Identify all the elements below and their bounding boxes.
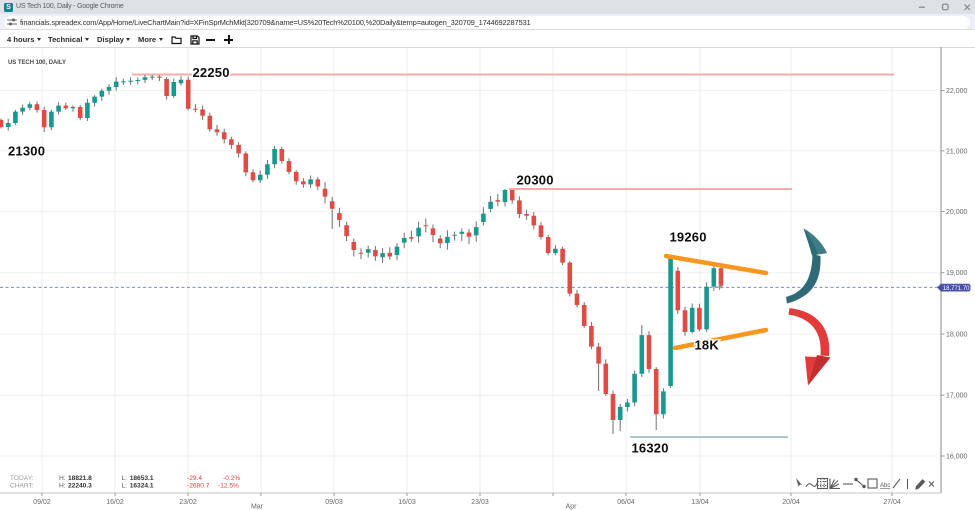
svg-text:L:: L: [122, 475, 128, 482]
svg-text:22250: 22250 [193, 65, 230, 80]
svg-text:06/04: 06/04 [617, 499, 635, 506]
svg-text:Mar: Mar [251, 504, 264, 510]
svg-text:-12.5%: -12.5% [218, 483, 239, 490]
svg-text:23/03: 23/03 [471, 499, 489, 506]
svg-text:18653.1: 18653.1 [130, 475, 154, 482]
svg-text:16/03: 16/03 [398, 499, 416, 506]
svg-text:19,000: 19,000 [946, 270, 968, 277]
svg-text:16320: 16320 [632, 441, 669, 456]
svg-text:-0.2%: -0.2% [223, 475, 240, 482]
svg-text:Abc: Abc [880, 483, 890, 489]
svg-text:-29.4: -29.4 [187, 475, 202, 482]
svg-text:CHART:: CHART: [10, 483, 34, 490]
svg-text:23/02: 23/02 [179, 499, 197, 506]
svg-text:09/03: 09/03 [325, 499, 343, 506]
svg-text:16324.1: 16324.1 [130, 483, 154, 490]
svg-text:16,000: 16,000 [946, 454, 968, 461]
svg-text:21,000: 21,000 [946, 148, 968, 155]
svg-text:18,771.70: 18,771.70 [943, 286, 970, 292]
svg-text:18,000: 18,000 [946, 332, 968, 339]
svg-text:17,000: 17,000 [946, 393, 968, 400]
svg-text:19260: 19260 [670, 230, 707, 245]
svg-text:20,000: 20,000 [946, 209, 968, 216]
svg-text:22240.3: 22240.3 [68, 483, 92, 490]
svg-text:US TECH 100, DAILY: US TECH 100, DAILY [8, 60, 66, 66]
svg-text:09/02: 09/02 [33, 499, 51, 506]
svg-text:18821.8: 18821.8 [68, 475, 92, 482]
svg-text:16/02: 16/02 [106, 499, 124, 506]
svg-text:H:: H: [59, 483, 66, 490]
svg-text:18K: 18K [695, 338, 720, 353]
svg-text:TODAY:: TODAY: [10, 475, 34, 482]
svg-text:22,000: 22,000 [946, 88, 968, 95]
svg-text:21300: 21300 [8, 144, 45, 159]
svg-text:L:: L: [122, 483, 128, 490]
svg-text:13/04: 13/04 [691, 499, 709, 506]
svg-text:20300: 20300 [517, 173, 554, 188]
svg-text:20/04: 20/04 [782, 499, 800, 506]
svg-text:H:: H: [59, 475, 66, 482]
svg-text:27/04: 27/04 [883, 499, 901, 506]
svg-text:Apr: Apr [566, 504, 578, 510]
svg-text:-2680.7: -2680.7 [187, 483, 210, 490]
